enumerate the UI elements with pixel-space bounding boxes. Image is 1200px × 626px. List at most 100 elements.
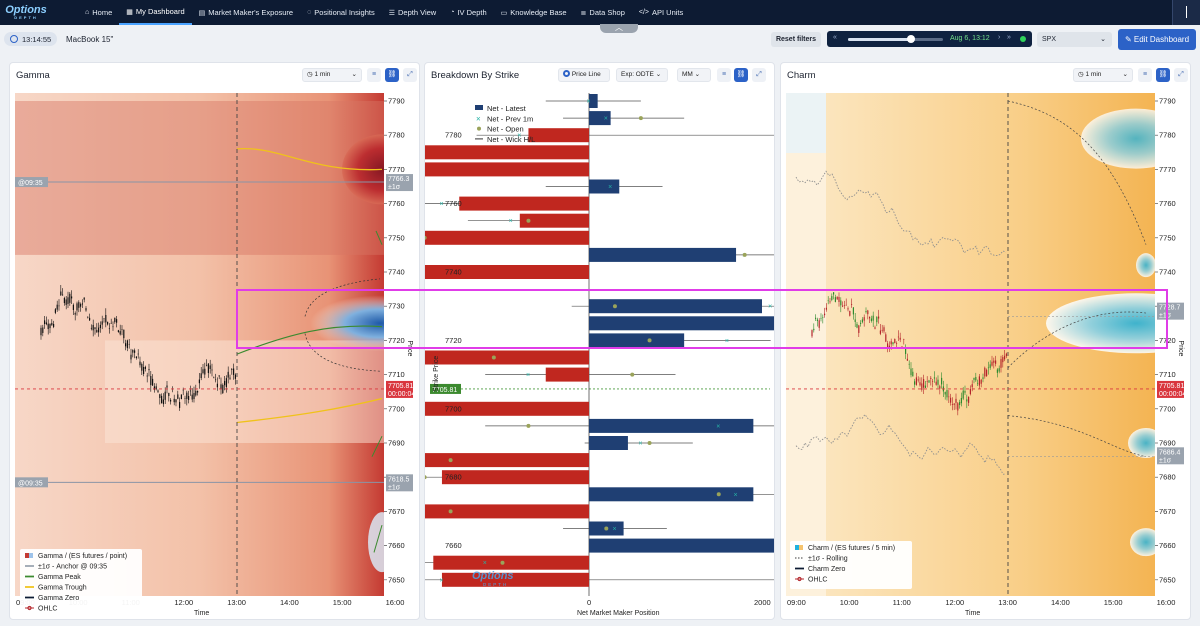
time-tick-label: 11:00 bbox=[893, 598, 911, 607]
candle-body bbox=[56, 304, 58, 310]
settings-icon[interactable]: ≡ bbox=[367, 68, 381, 82]
link-icon[interactable]: ⛓ bbox=[1156, 68, 1170, 82]
settings-icon[interactable]: ≡ bbox=[1138, 68, 1152, 82]
gamma-peak-fragments bbox=[371, 230, 383, 553]
candle-body bbox=[130, 354, 132, 360]
candle-body bbox=[134, 350, 136, 353]
price-tick-label: 7740 bbox=[388, 268, 405, 277]
candle-body bbox=[869, 316, 871, 319]
time-tick-label: 16:00 bbox=[386, 598, 405, 607]
rewind-icon[interactable]: « bbox=[833, 34, 837, 41]
time-tick-label: 16:00 bbox=[1157, 598, 1176, 607]
settings-icon[interactable]: ≡ bbox=[717, 68, 731, 82]
strike-bar bbox=[589, 111, 611, 126]
nav-item-knowledge-base[interactable]: ▭ Knowledge Base bbox=[494, 0, 574, 25]
charm-chart[interactable]: 7790778077707760775077407730772077107700… bbox=[781, 91, 1190, 619]
candle-body bbox=[179, 402, 181, 408]
legend-entry: Charm / (ES futures / 5 min) bbox=[808, 545, 895, 552]
candle-body bbox=[870, 318, 872, 321]
price-line-label: Price Line bbox=[571, 71, 601, 78]
charm-panel: Charm ◷ 1 min ⌄ ≡ ⛓ ⤢ 7790 7780 7770 7760 77… bbox=[780, 62, 1191, 620]
nav-item-market-maker-s-exposure[interactable]: ▤ Market Maker's Exposure bbox=[192, 0, 300, 25]
user-menu[interactable] bbox=[1172, 0, 1200, 25]
legend-swatch bbox=[25, 553, 29, 558]
mode-select[interactable]: MM ⌄ bbox=[677, 68, 711, 82]
expiry-select[interactable]: Exp: ODTE ⌄ bbox=[616, 68, 668, 82]
top-nav: Options DEPTH ⌂ Home ▦ My Dashboard ▤ Market … bbox=[0, 0, 1200, 25]
x-axis-label: Time bbox=[194, 610, 209, 617]
candle-body bbox=[896, 343, 898, 344]
price-tick-label: 7700 bbox=[1159, 404, 1176, 413]
candle-body bbox=[901, 346, 903, 348]
candle-body bbox=[69, 293, 71, 303]
slider-thumb[interactable] bbox=[907, 35, 915, 43]
expand-icon[interactable]: ⤢ bbox=[1174, 68, 1188, 82]
price-axis-bg bbox=[1155, 93, 1190, 596]
candle-body bbox=[957, 403, 959, 411]
candle-body bbox=[72, 304, 74, 310]
symbol-select[interactable]: SPX ⌄ bbox=[1037, 32, 1112, 47]
watermark-subtext: DEPTH bbox=[483, 582, 508, 587]
bulb-icon: ◌ bbox=[307, 9, 312, 16]
y-axis-label: Price bbox=[1177, 340, 1184, 356]
time-slider[interactable]: « Aug 6, 13:12 › » bbox=[827, 31, 1032, 47]
nav-item-home[interactable]: ⌂ Home bbox=[78, 0, 119, 25]
highlight-box bbox=[236, 289, 1168, 349]
price-flag-text: 7705.81 bbox=[1159, 383, 1184, 390]
nav-item-depth-view[interactable]: ☰ Depth View bbox=[382, 0, 444, 25]
radio-icon bbox=[563, 70, 570, 77]
nav-item-api-units[interactable]: </> API Units bbox=[632, 0, 690, 25]
open-marker bbox=[630, 372, 635, 377]
legend-entry: ±1σ - Anchor @ 09:35 bbox=[38, 564, 107, 571]
fast-forward-icon[interactable]: » bbox=[1007, 34, 1011, 41]
price-tick-label: 7680 bbox=[1159, 473, 1176, 482]
nav-item-my-dashboard[interactable]: ▦ My Dashboard bbox=[119, 0, 192, 25]
step-forward-icon[interactable]: › bbox=[998, 34, 1001, 41]
nav-item-data-shop[interactable]: ≣ Data Shop bbox=[574, 0, 632, 25]
legend-bg bbox=[20, 549, 142, 618]
interval-select[interactable]: ◷ 1 min ⌄ bbox=[302, 68, 362, 82]
candle-body bbox=[117, 330, 119, 333]
candle-body bbox=[101, 321, 103, 325]
strike-chart[interactable]: 7705.81×××××××××××××××××××××××××××778077… bbox=[425, 91, 774, 619]
collapse-header-button[interactable]: ︿ bbox=[600, 24, 638, 33]
gamma-chart[interactable]: @09:35 @09:35 7790 7780 7770 7760 7750 7740 7730… bbox=[10, 91, 419, 619]
candle-body bbox=[125, 343, 127, 347]
symbol-value: SPX bbox=[1042, 36, 1057, 43]
nav-item-iv-depth[interactable]: ◔ IV Depth bbox=[443, 0, 493, 25]
link-icon[interactable]: ⛓ bbox=[385, 68, 399, 82]
prev-marker: × bbox=[725, 338, 729, 345]
expand-icon[interactable]: ⤢ bbox=[403, 68, 417, 82]
candle-body bbox=[878, 316, 880, 319]
candle-body bbox=[860, 322, 862, 324]
candle-body bbox=[813, 328, 815, 331]
reset-filters-button[interactable]: Reset filters bbox=[771, 32, 821, 47]
edit-dashboard-button[interactable]: ✎ Edit Dashboard bbox=[1118, 29, 1196, 50]
price-tick-label: 7730 bbox=[388, 302, 405, 311]
logo[interactable]: Options DEPTH bbox=[0, 0, 52, 25]
chart-legend: Charm / (ES futures / 5 min) ±1σ - Rollin… bbox=[790, 541, 912, 589]
candle-body bbox=[816, 319, 818, 321]
mode-value: MM bbox=[682, 71, 693, 78]
interval-value: 1 min bbox=[314, 71, 331, 78]
expand-icon[interactable]: ⤢ bbox=[752, 68, 766, 82]
price-line-toggle[interactable]: Price Line bbox=[558, 68, 610, 82]
candle-body bbox=[89, 317, 91, 321]
link-icon[interactable]: ⛓ bbox=[734, 68, 748, 82]
interval-select[interactable]: ◷ 1 min ⌄ bbox=[1073, 68, 1133, 82]
sigma-lower-flag-text: 7686.4 bbox=[1159, 449, 1181, 456]
legend-bg bbox=[790, 541, 912, 589]
rolling-sigma-lower bbox=[795, 413, 1007, 475]
nav-item-positional-insights[interactable]: ◌ Positional Insights bbox=[300, 0, 382, 25]
candle-body bbox=[998, 368, 1000, 372]
strike-bar bbox=[459, 196, 589, 211]
candle-body bbox=[946, 390, 948, 398]
candle-body bbox=[1000, 359, 1002, 368]
open-marker bbox=[448, 458, 453, 463]
candle-body bbox=[65, 299, 67, 305]
candle-body bbox=[980, 379, 982, 384]
candle-body bbox=[879, 330, 881, 334]
candle-body bbox=[831, 296, 833, 300]
panel-title: Breakdown By Strike bbox=[431, 70, 520, 81]
candle-body bbox=[141, 363, 143, 371]
